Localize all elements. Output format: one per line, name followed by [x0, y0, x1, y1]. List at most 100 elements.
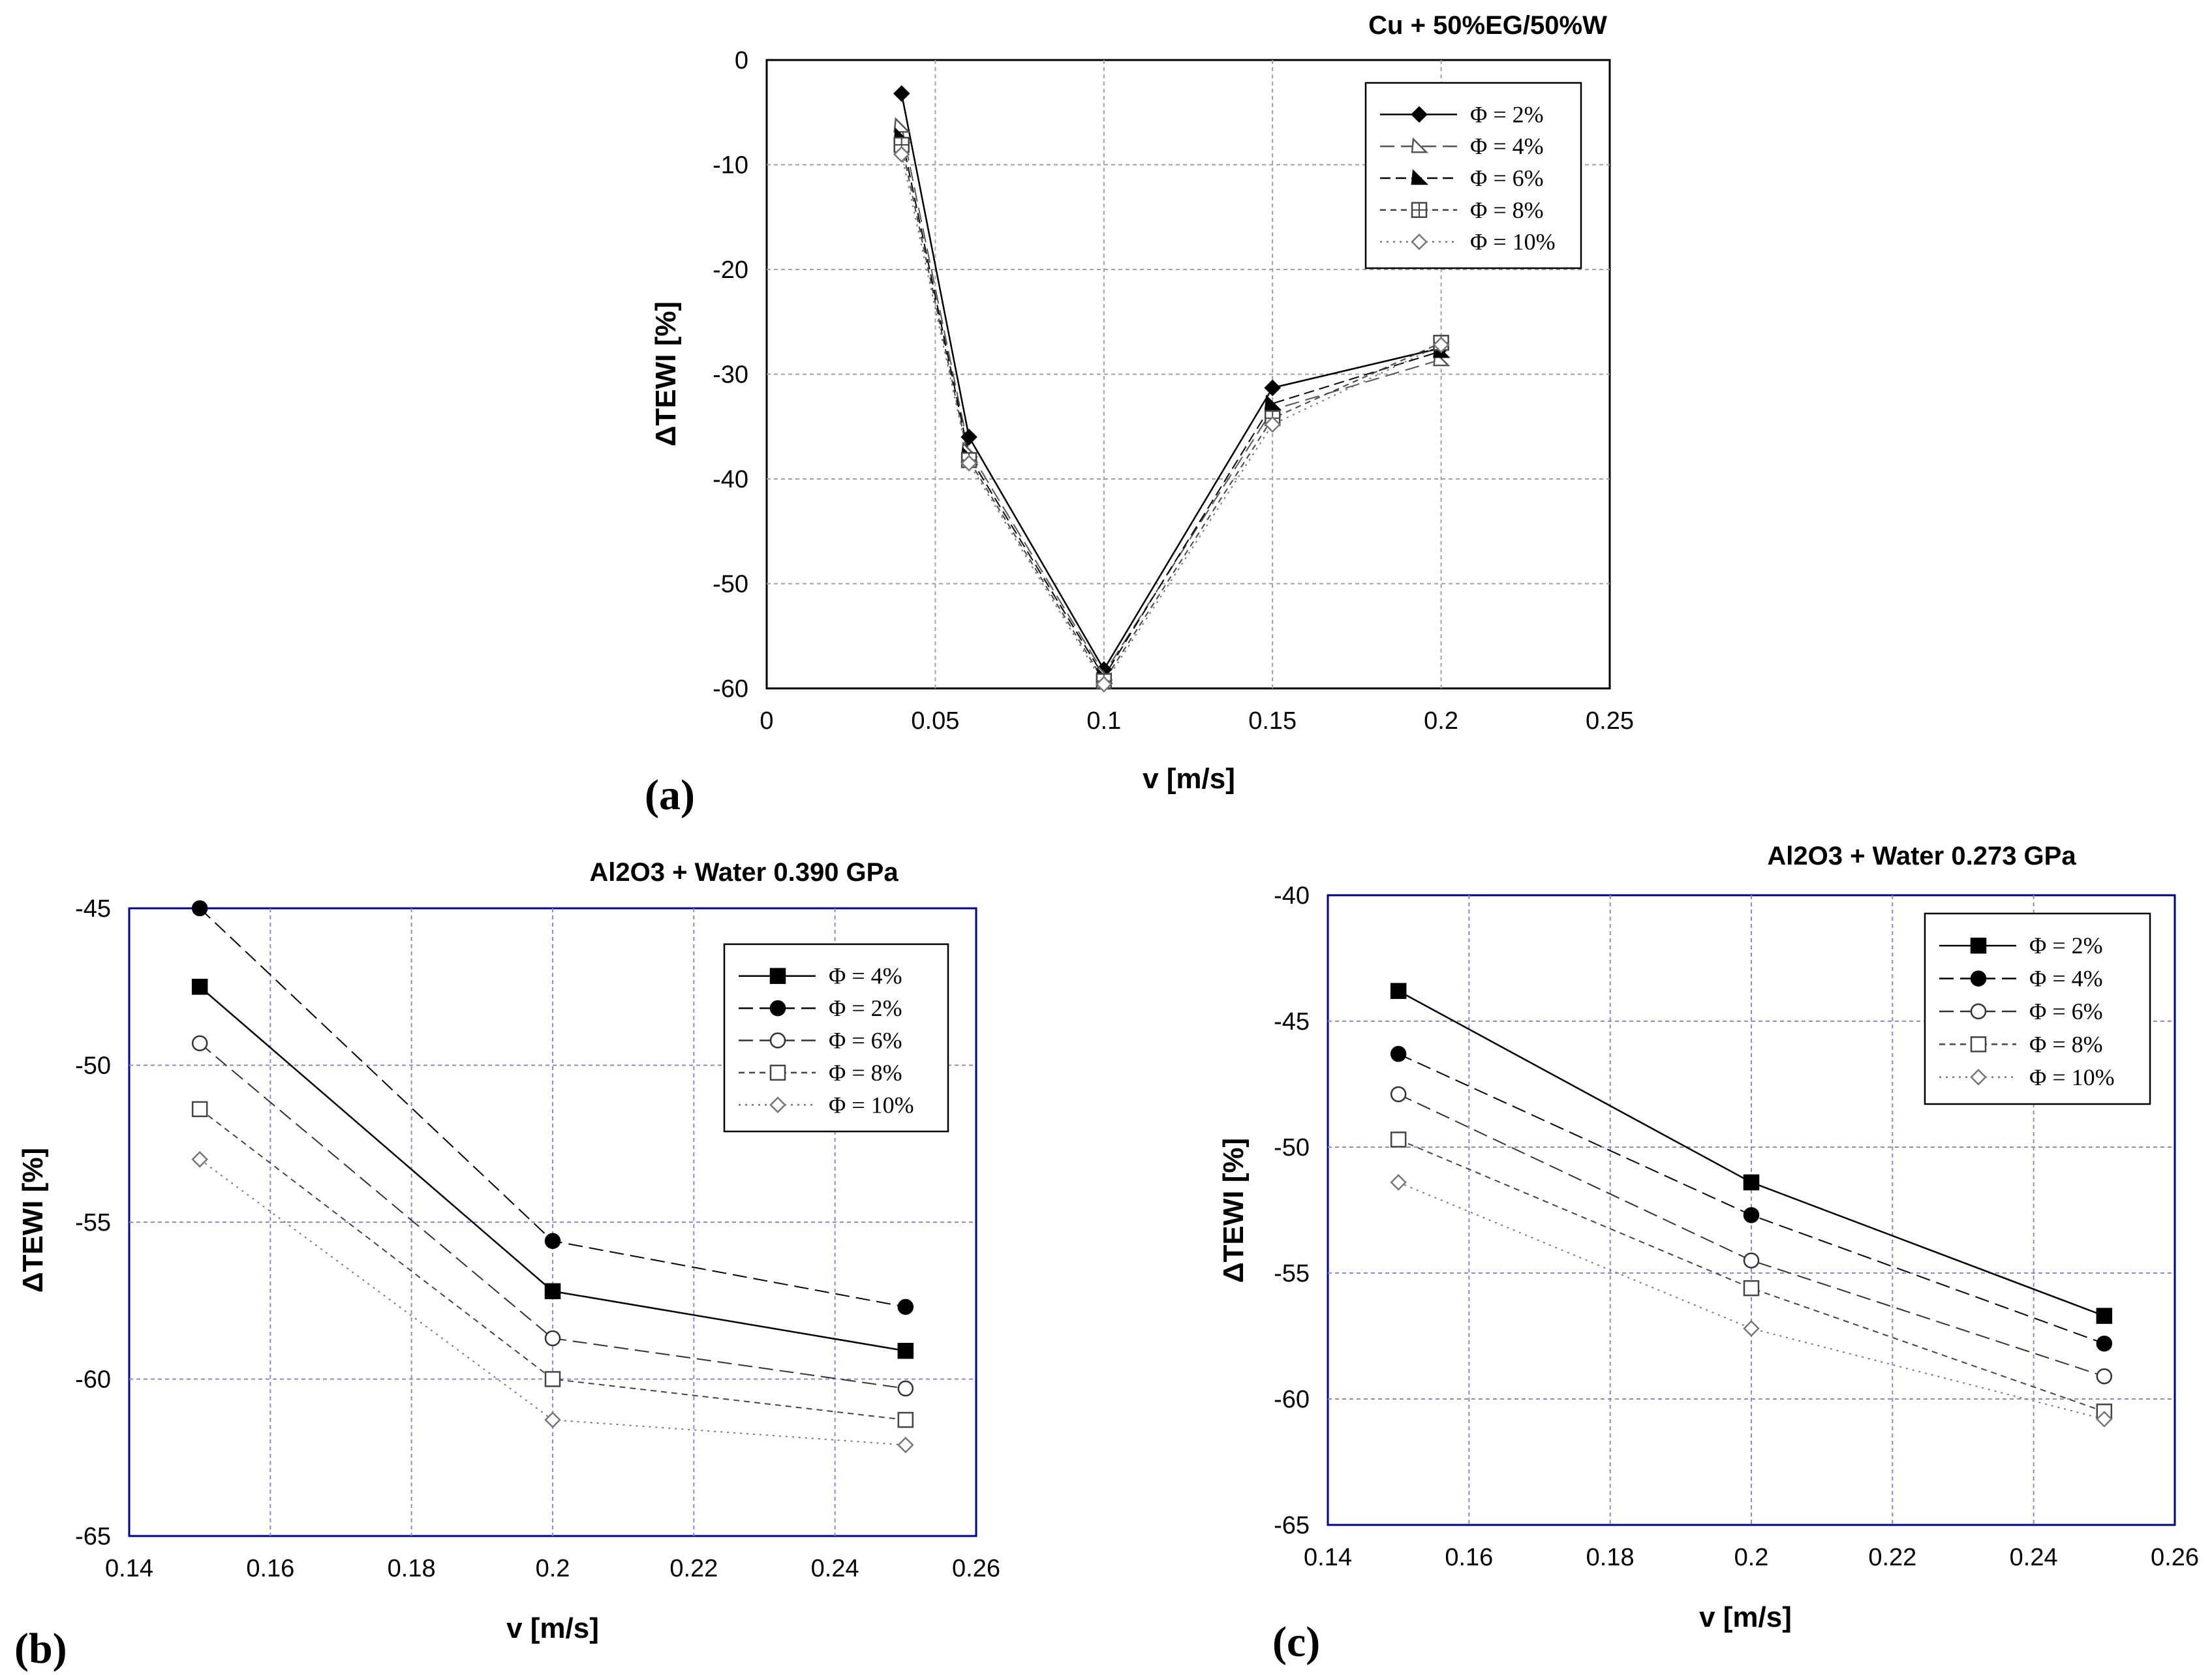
chart-c-y-ticks: -40 -45 -50 -55 -60 -65 — [1274, 882, 1310, 1539]
chart-a-legend-marker-5 — [1411, 233, 1428, 251]
chart-b-x-tick: 0.22 — [669, 1555, 718, 1582]
chart-c-x-ticks: 0.14 0.16 0.18 0.2 0.22 0.24 0.26 — [1304, 1544, 2199, 1571]
chart-a-x-tick: 0.2 — [1424, 707, 1458, 735]
chart-c-series — [1390, 983, 2113, 1428]
chart-b-series — [191, 900, 914, 1454]
chart-c-point-s4 — [1390, 1131, 1407, 1148]
chart-c-y-tick: -40 — [1274, 882, 1310, 910]
chart-c-point-s5 — [1390, 1174, 1407, 1191]
chart-a-legend-marker-3 — [1411, 169, 1429, 185]
chart-b-legend-label: Φ = 4% — [829, 963, 902, 989]
chart-c-x-tick: 0.22 — [1868, 1544, 1916, 1571]
chart-a: Cu + 50%EG/50%W 0 0.05 0.1 0.15 0.2 0.25 0 -10… — [645, 11, 1634, 819]
chart-b-point-s3 — [544, 1330, 561, 1347]
chart-c-x-label: v [m/s] — [1699, 1601, 1792, 1633]
chart-b-point-s5 — [191, 1151, 208, 1168]
chart-b-legend-marker-3 — [769, 1032, 786, 1049]
chart-b-panel-label: (b) — [14, 1625, 67, 1672]
chart-a-legend-label: Φ = 10% — [1470, 229, 1556, 255]
chart-c-y-label: ΔTEWI [%] — [1218, 1138, 1250, 1283]
chart-a-point-s5 — [1432, 336, 1450, 354]
chart-c-x-tick: 0.18 — [1586, 1544, 1635, 1571]
chart-b-legend-marker-5 — [769, 1096, 786, 1114]
chart-a-y-tick: -40 — [713, 466, 748, 493]
chart-b-x-label: v [m/s] — [506, 1612, 599, 1644]
chart-b-y-tick: -50 — [75, 1053, 111, 1080]
chart-a-title: Cu + 50%EG/50%W — [1368, 11, 1607, 40]
chart-c-legend-label: Φ = 8% — [2029, 1031, 2103, 1057]
chart-c-legend-marker-1 — [1970, 937, 1987, 954]
chart-c-y-tick: -60 — [1274, 1386, 1310, 1413]
chart-b-point-s1 — [191, 979, 208, 995]
chart-a-x-label: v [m/s] — [1143, 763, 1235, 795]
chart-b-point-s3 — [191, 1035, 208, 1052]
chart-c-point-s5 — [1743, 1320, 1760, 1337]
chart-a-legend-label: Φ = 2% — [1470, 101, 1544, 127]
chart-c-y-tick: -55 — [1274, 1260, 1310, 1287]
chart-b-point-s5 — [544, 1411, 561, 1428]
chart-c-point-s3 — [1390, 1086, 1407, 1103]
chart-c-legend-marker-4 — [1970, 1036, 1987, 1053]
chart-a-point-s5 — [1264, 416, 1281, 433]
chart-a-panel-label: (a) — [645, 771, 695, 819]
chart-c-point-s2 — [1390, 1045, 1407, 1062]
chart-a-series-line-4 — [900, 144, 1442, 683]
chart-b-point-s5 — [897, 1436, 914, 1454]
chart-b-point-s3 — [897, 1380, 914, 1397]
chart-c-point-s2 — [2096, 1335, 2113, 1352]
chart-b-point-s4 — [897, 1411, 914, 1428]
chart-b-x-ticks: 0.14 0.16 0.18 0.2 0.22 0.24 0.26 — [105, 1555, 1000, 1582]
chart-a-series — [893, 85, 1451, 693]
chart-c-legend: Φ = 2% Φ = 4% Φ = 6% Φ = 8% Φ = 10% — [1924, 912, 2151, 1105]
chart-a-legend: Φ = 2% Φ = 4% Φ = 6% Φ = 8% Φ = 10% — [1364, 82, 1582, 269]
chart-c-panel-label: (c) — [1272, 1618, 1320, 1666]
chart-c-x-tick: 0.16 — [1445, 1544, 1493, 1571]
chart-b-y-label: ΔTEWI [%] — [17, 1148, 49, 1293]
chart-a-y-tick: 0 — [735, 47, 748, 74]
chart-a-x-ticks: 0 0.05 0.1 0.15 0.2 0.25 — [760, 707, 1634, 735]
chart-c-y-tick: -65 — [1274, 1512, 1310, 1539]
chart-c-point-s4 — [1743, 1280, 1760, 1297]
chart-c-x-tick: 0.2 — [1734, 1544, 1769, 1571]
chart-c-x-tick: 0.14 — [1304, 1544, 1352, 1571]
chart-c-point-s5 — [2096, 1411, 2113, 1428]
chart-a-point-s5 — [1096, 675, 1113, 693]
chart-c-title: Al2O3 + Water 0.273 GPa — [1767, 842, 2076, 870]
chart-b-y-tick: -45 — [75, 895, 111, 923]
chart-c-y-tick: -45 — [1274, 1008, 1310, 1036]
chart-b-point-s2 — [897, 1299, 914, 1315]
chart-a-legend-label: Φ = 4% — [1470, 133, 1544, 159]
chart-b-x-tick: 0.16 — [246, 1555, 294, 1582]
chart-b-legend-marker-1 — [769, 968, 786, 984]
chart-b-legend-label: Φ = 6% — [829, 1028, 902, 1054]
chart-b-point-s4 — [544, 1371, 561, 1387]
chart-a-legend-label: Φ = 8% — [1470, 197, 1544, 223]
chart-c-legend-label: Φ = 6% — [2029, 998, 2103, 1024]
chart-a-y-tick: -20 — [713, 256, 748, 284]
chart-c-y-tick: -50 — [1274, 1134, 1310, 1161]
chart-c-legend-marker-5 — [1970, 1069, 1987, 1086]
chart-c: Al2O3 + Water 0.273 GPa 0.14 0.16 0.18 0.2 0… — [1218, 842, 2199, 1666]
chart-a-y-tick: -30 — [713, 361, 748, 389]
chart-c-point-s2 — [1743, 1206, 1760, 1223]
chart-c-point-s1 — [1743, 1174, 1760, 1191]
chart-a-y-tick: -10 — [713, 152, 748, 179]
chart-b-point-s1 — [897, 1342, 914, 1359]
chart-a-point-s1 — [1264, 379, 1281, 397]
chart-a-legend-marker-2 — [1411, 137, 1429, 153]
chart-b-y-tick: -55 — [75, 1209, 111, 1237]
chart-b-legend: Φ = 4% Φ = 2% Φ = 6% Φ = 8% Φ = 10% — [723, 943, 949, 1133]
chart-a-y-tick: -50 — [713, 571, 748, 598]
chart-c-legend-label: Φ = 2% — [2029, 932, 2103, 959]
chart-c-legend-label: Φ = 4% — [2029, 966, 2103, 992]
chart-b-x-tick: 0.14 — [105, 1555, 153, 1582]
chart-b-y-tick: -65 — [75, 1523, 111, 1550]
chart-b-point-s1 — [544, 1283, 561, 1300]
chart-a-x-tick: 0.15 — [1248, 707, 1297, 735]
chart-c-point-s1 — [2096, 1308, 2113, 1324]
chart-b-point-s4 — [191, 1101, 208, 1118]
chart-a-point-s1 — [893, 85, 910, 102]
chart-b-point-s2 — [191, 900, 208, 917]
chart-b-y-tick: -60 — [75, 1366, 111, 1394]
